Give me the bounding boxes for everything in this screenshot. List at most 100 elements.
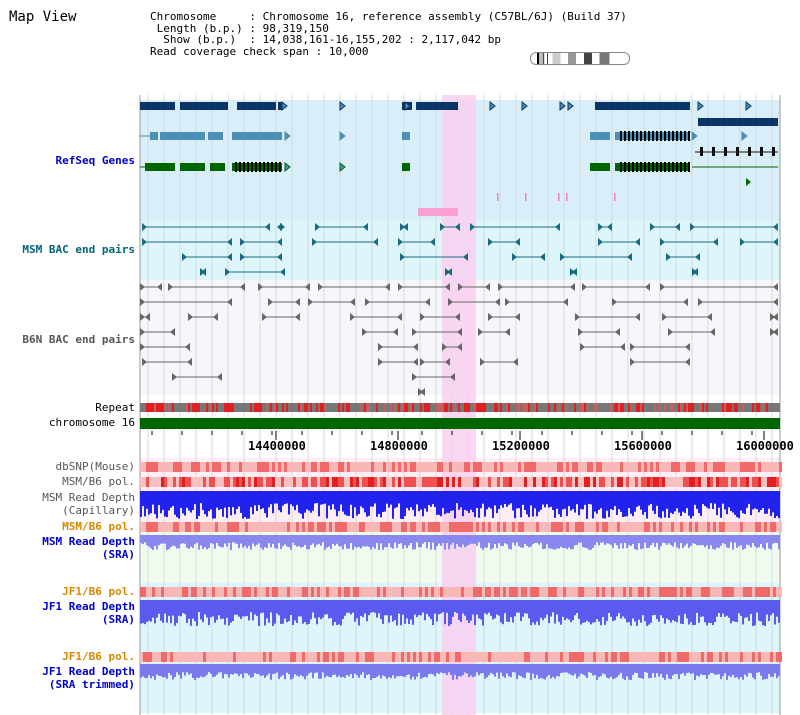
jf1-b6-pol-heat-cell [155,587,158,597]
track-label-msm-b6-pol-2[interactable]: MSM/B6 pol. [62,520,135,533]
jf1-b6-pol2-heat-cell [206,652,209,662]
jf1-b6-pol-heat-cell [734,587,737,597]
track-label-msm-depth-capillary[interactable]: MSM Read Depth [42,491,135,504]
msm-bac-pair-end [695,253,700,261]
track-label-msm-b6-pol-1[interactable]: MSM/B6 pol. [62,475,135,488]
dbsnp-heat-cell [551,462,554,472]
jf1-sra-depth-bar [554,600,556,624]
msm-capillary-depth-bar [734,491,736,515]
jf1-b6-pol2-heat-cell [455,652,458,662]
jf1-sra-depth-bar [674,600,676,622]
track-label-b6n-bac[interactable]: B6N BAC end pairs [22,333,135,346]
msm-sra-depth-bar [470,535,472,544]
repeat-element [720,403,722,412]
msm-sra-depth-bar [408,535,410,546]
jf1-trimmed-depth-bar [478,664,480,676]
track-label-repeat[interactable]: Repeat [95,401,135,414]
jf1-b6-pol-heat-cell [218,587,221,597]
jf1-sra-depth-bar [162,600,164,623]
track-label-jf1-b6-pol-2[interactable]: JF1/B6 pol. [62,650,135,663]
jf1-sra-depth-bar [232,600,234,622]
repeat-element [750,403,752,412]
msm-bac-pair-end [400,223,405,231]
jf1-sra-depth-bar [614,600,616,621]
jf1-b6-pol-heat-cell [209,587,212,597]
msm-b6-pol-heat-cell [626,477,629,487]
jf1-b6-pol2-heat-cell [575,652,578,662]
msm-sra-depth-bar [238,535,240,549]
jf1-b6-pol-heat-cell [254,587,257,597]
b6n-bac-pair-end [773,298,778,306]
track-label-jf1-depth-sra[interactable]: JF1 Read Depth [42,600,135,613]
msm-b6-pol2-heat-cell [446,522,449,532]
repeat-element [188,403,190,412]
repeat-element [714,403,716,412]
repeat-element [512,403,514,412]
jf1-b6-pol2-heat-cell [428,652,431,662]
jf1-b6-pol-heat-cell [242,587,245,597]
jf1-trimmed-depth-bar [648,664,650,679]
track-label-msm-bac[interactable]: MSM BAC end pairs [22,243,135,256]
jf1-trimmed-depth-bar [260,664,262,677]
jf1-sra-depth-bar [196,600,198,626]
track-label-dbsnp[interactable]: dbSNP(Mouse) [55,460,135,473]
msm-b6-pol2-heat-cell [674,522,677,532]
jf1-b6-pol-heat-cell [449,587,452,597]
refseq-row3-strand-arrow [691,130,698,142]
repeat-element [716,403,718,412]
track-label-jf1-depth-trimmed[interactable]: JF1 Read Depth [42,665,135,678]
jf1-sra-depth-bar [484,600,486,614]
refseq-marker [497,193,499,201]
dbsnp-heat-cell [545,462,548,472]
jf1-trimmed-depth-bar [212,664,214,678]
jf1-trimmed-depth-bar [214,664,216,677]
msm-capillary-depth-bar [580,491,582,510]
msm-capillary-depth-bar [336,491,338,517]
msm-b6-pol-heat-cell [761,477,764,487]
jf1-sra-depth-bar [778,600,780,623]
info-key: Show (b.p.) [150,33,243,46]
track-label-chromosome[interactable]: chromosome 16 [48,416,135,429]
track-label-msm-depth-sra[interactable]: MSM Read Depth [42,535,135,548]
msm-bac-pair-end [512,253,517,261]
track-label-jf1-b6-pol-1[interactable]: JF1/B6 pol. [62,585,135,598]
jf1-trimmed-depth-bar [420,664,422,679]
jf1-sra-depth-bar [502,600,504,625]
jf1-b6-pol-heat-cell [356,587,359,597]
msm-sra-depth-bar [676,535,678,548]
dbsnp-heat-cell [302,462,305,472]
msm-capillary-depth-bar [412,491,414,510]
jf1-trimmed-depth-bar [346,664,348,675]
dbsnp-heat-cell [389,462,392,472]
msm-b6-pol2-heat-cell [731,522,734,532]
jf1-b6-pol-heat-cell [716,587,719,597]
jf1-sra-depth-bar [500,600,502,623]
track-label-refseq-genes[interactable]: RefSeq Genes [55,154,135,167]
msm-b6-pol-heat-cell [302,477,305,487]
dbsnp-heat-cell [383,462,386,472]
jf1-b6-pol2-heat-cell [158,652,161,662]
msm-b6-pol2-heat-cell [779,522,782,532]
jf1-sra-depth-bar [710,600,712,624]
jf1-trimmed-depth-bar [640,664,642,679]
msm-b6-pol2-heat-cell [242,522,245,532]
jf1-trimmed-depth-bar [524,664,526,679]
jf1-trimmed-depth-bar [560,664,562,673]
jf1-trimmed-depth-bar [608,664,610,679]
jf1-trimmed-depth-bar [216,664,218,675]
msm-b6-pol-heat-cell [671,477,674,487]
chromosome-ideogram[interactable] [530,52,630,65]
jf1-trimmed-depth-bar [360,664,362,675]
msm-capillary-depth-bar [306,491,308,510]
msm-b6-pol-heat-cell [614,477,617,487]
jf1-trimmed-depth-bar [752,664,754,678]
jf1-sra-depth-bar [682,600,684,625]
jf1-sra-depth-bar [604,600,606,625]
repeat-element [536,403,538,412]
jf1-sra-depth-bar [688,600,690,625]
repeat-element [380,403,382,412]
jf1-trimmed-depth-bar [588,664,590,673]
ideogram-position-marker[interactable] [543,53,548,64]
jf1-b6-pol-heat-cell [668,587,671,597]
